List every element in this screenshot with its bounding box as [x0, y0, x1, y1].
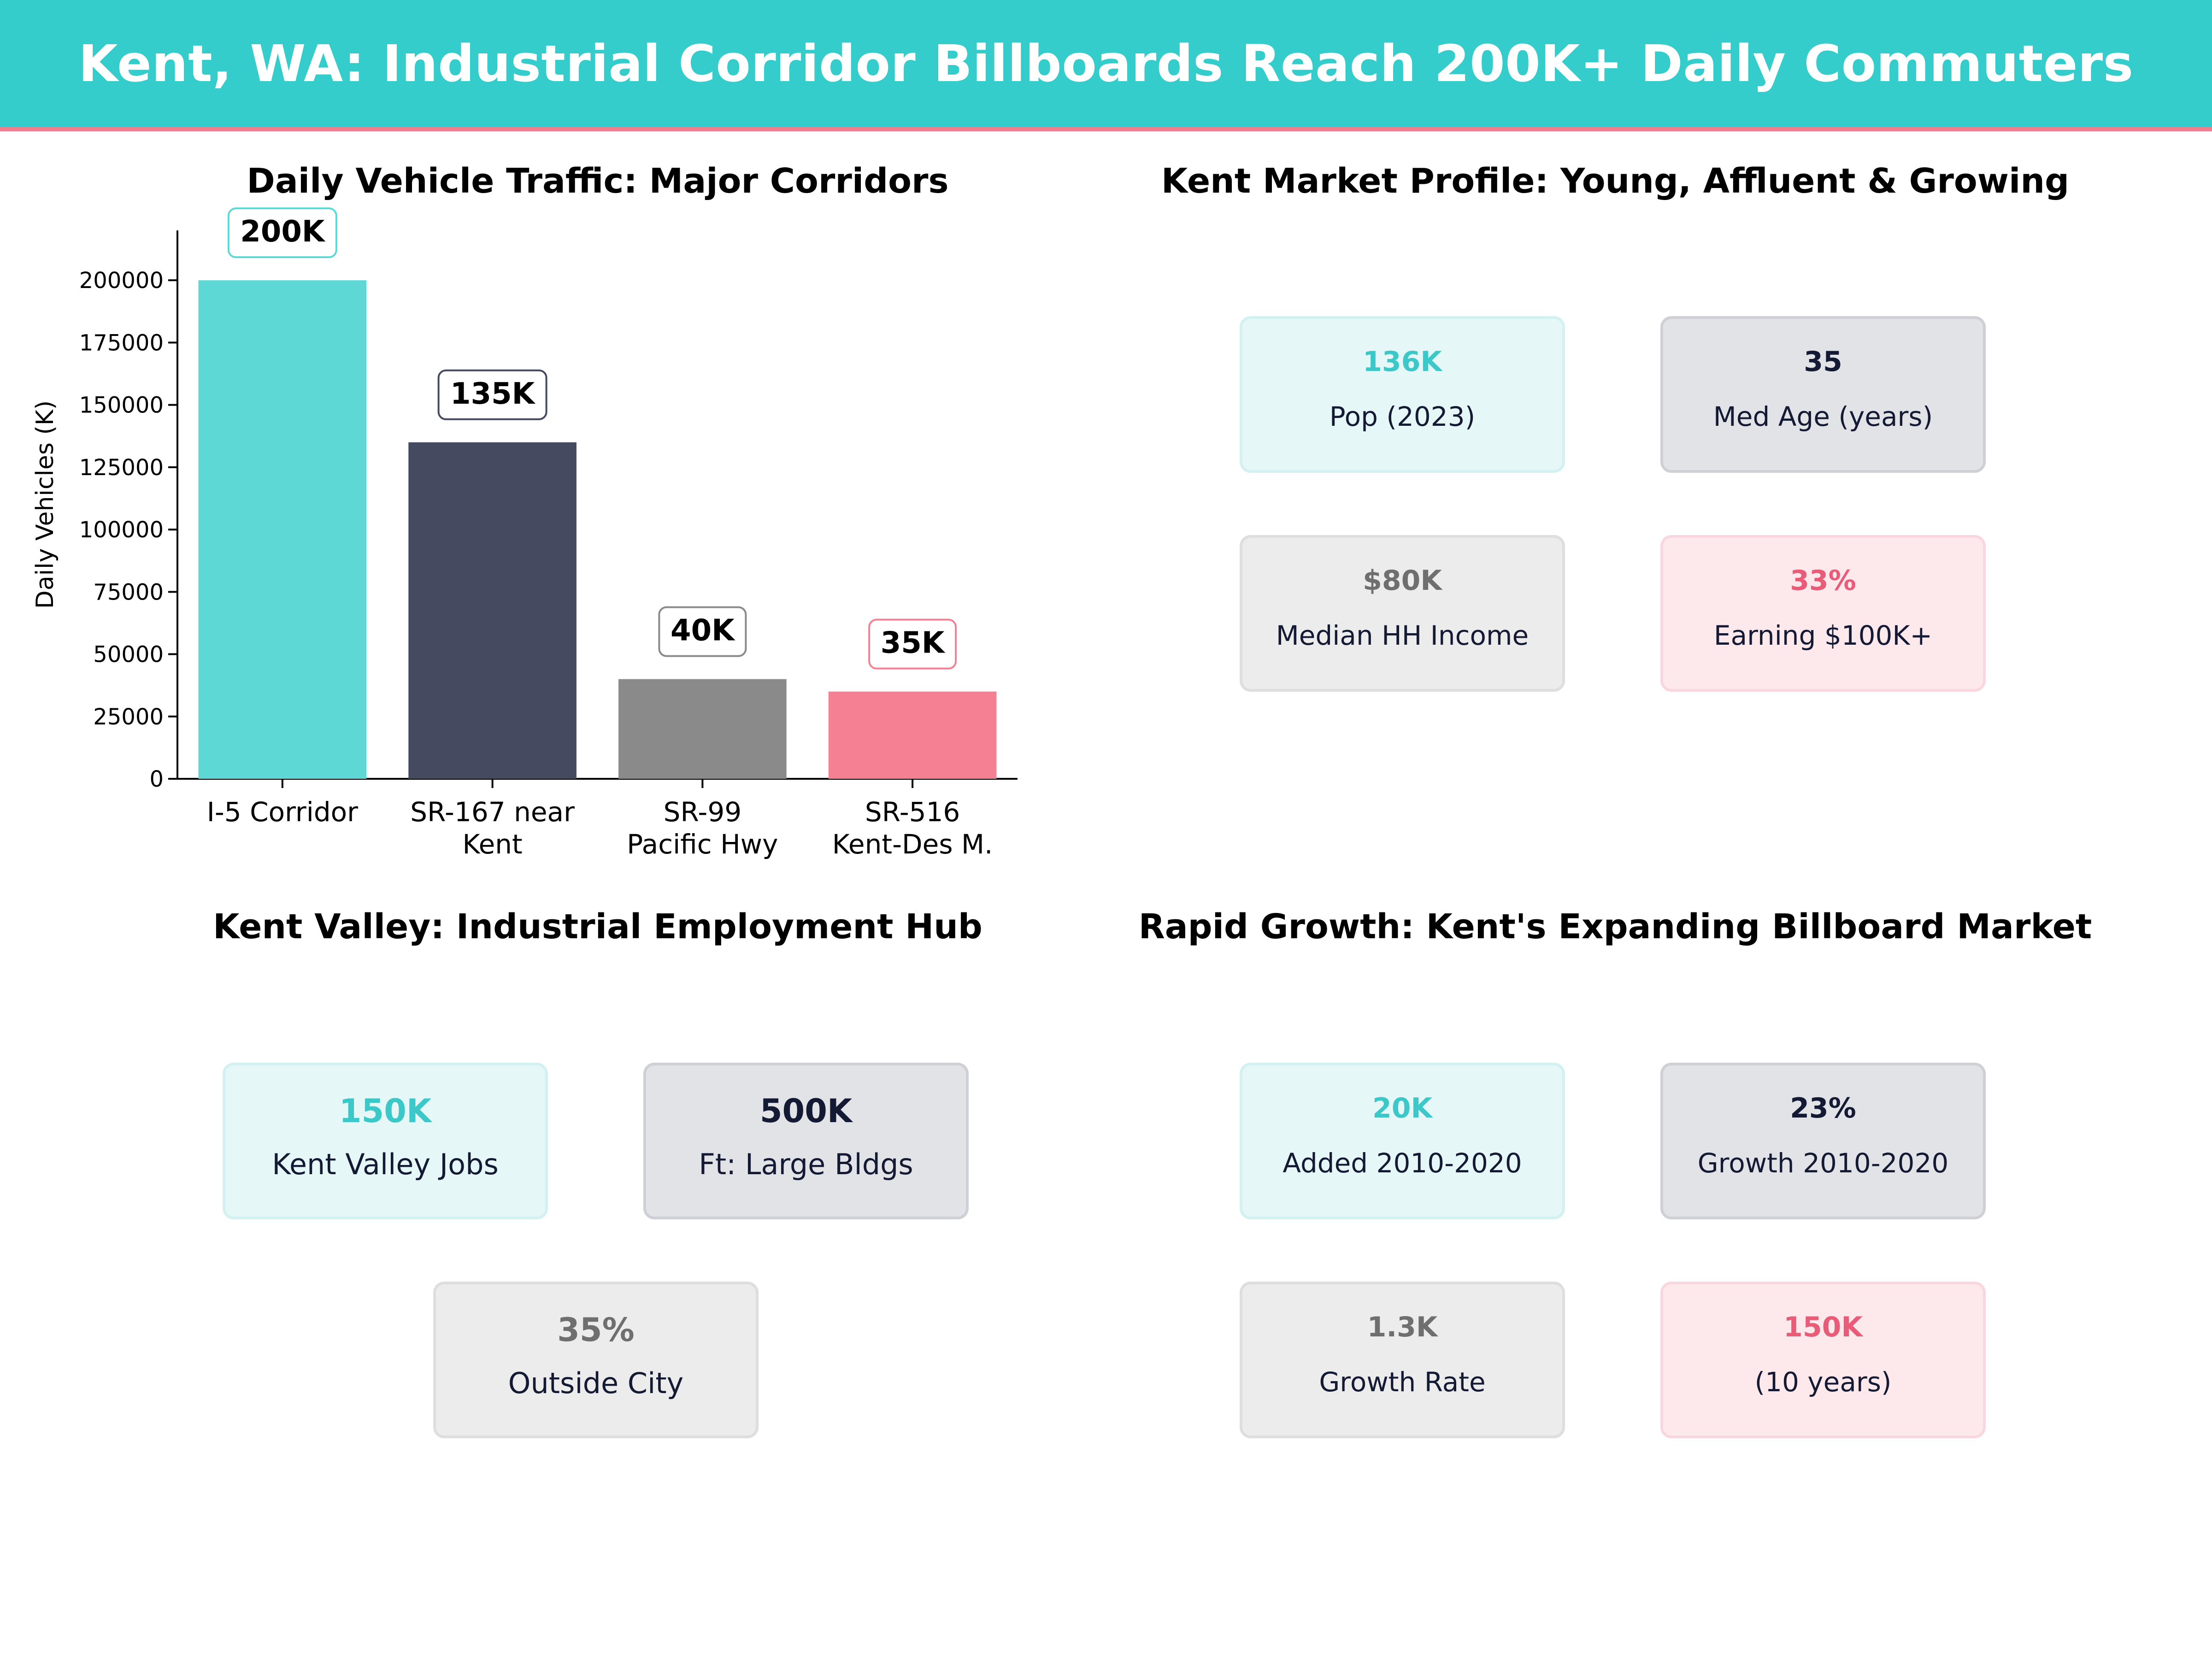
data-label: 200K: [240, 215, 326, 249]
x-tick-label: SR-167 near: [410, 796, 575, 828]
x-tick-label: SR-516: [865, 796, 960, 828]
data-label: 40K: [671, 614, 735, 648]
y-tick-label: 100000: [79, 517, 164, 543]
data-label: 35K: [881, 626, 946, 660]
bar-1: [408, 442, 577, 779]
stat-card-median-income: $80K Median HH Income: [1240, 535, 1565, 692]
stat-card-growth-rate: 1.3K Growth Rate: [1240, 1282, 1565, 1438]
stat-label: Kent Valley Jobs: [272, 1147, 499, 1181]
stat-value: 150K: [339, 1092, 432, 1130]
stat-card-growth-pct: 23% Growth 2010-2020: [1660, 1063, 1986, 1219]
stat-label: Med Age (years): [1713, 401, 1933, 432]
y-tick-label: 175000: [79, 330, 164, 356]
traffic-chart-title: Daily Vehicle Traffic: Major Corridors: [247, 161, 949, 201]
stat-label: Added 2010-2020: [1282, 1147, 1522, 1179]
stat-label: Median HH Income: [1276, 620, 1529, 651]
market-profile-title: Kent Market Profile: Young, Affluent & G…: [1161, 161, 2070, 201]
y-tick-label: 200000: [79, 268, 164, 294]
data-label-box: [437, 369, 547, 420]
stat-card-population: 136K Pop (2023): [1240, 316, 1565, 473]
data-label-box: [658, 606, 747, 657]
stat-card-valley-jobs: 150K Kent Valley Jobs: [223, 1063, 548, 1219]
x-tick-label: Kent: [462, 829, 522, 860]
stat-card-high-earners: 33% Earning $100K+: [1660, 535, 1986, 692]
x-tick-label: Pacific Hwy: [627, 829, 778, 860]
stat-value: 35: [1804, 346, 1842, 378]
stat-value: $80K: [1363, 565, 1442, 597]
stat-value: 23%: [1790, 1092, 1856, 1124]
stat-card-outside-city: 35% Outside City: [433, 1282, 759, 1438]
y-tick-label: 0: [149, 766, 164, 792]
stat-value: 1.3K: [1367, 1311, 1438, 1343]
growth-title: Rapid Growth: Kent's Expanding Billboard…: [1138, 907, 2092, 947]
data-label: 135K: [450, 377, 536, 411]
stat-label: Growth Rate: [1319, 1366, 1486, 1398]
y-tick-label: 25000: [93, 704, 164, 730]
bar-3: [828, 691, 997, 779]
stat-card-median-age: 35 Med Age (years): [1660, 316, 1986, 473]
traffic-bar-chart: 0 25000 50000 75000 100000 125000 150000 175000…: [31, 207, 1018, 860]
bar-2: [618, 679, 787, 779]
stat-value: 33%: [1790, 565, 1856, 597]
stat-label: (10 years): [1754, 1366, 1892, 1398]
stat-value: 500K: [759, 1092, 853, 1130]
stat-value: 35%: [557, 1311, 635, 1349]
y-tick-label: 125000: [79, 455, 164, 481]
x-tick-label: SR-99: [664, 796, 742, 828]
x-tick-label: Kent-Des M.: [832, 829, 993, 860]
bar-0: [198, 280, 367, 779]
page-title: Kent, WA: Industrial Corridor Billboards…: [78, 34, 2134, 93]
y-tick-label: 50000: [93, 642, 164, 668]
stat-card-added: 20K Added 2010-2020: [1240, 1063, 1565, 1219]
data-label-box: [868, 618, 957, 670]
stat-value: 150K: [1783, 1311, 1863, 1343]
stat-value: 136K: [1363, 346, 1442, 378]
stat-label: Earning $100K+: [1713, 620, 1933, 651]
x-tick-label: I-5 Corridor: [207, 796, 358, 828]
stat-label: Pop (2023): [1329, 401, 1476, 432]
stat-value: 20K: [1372, 1092, 1432, 1124]
data-label-box: [227, 207, 337, 259]
employment-title: Kent Valley: Industrial Employment Hub: [213, 907, 982, 947]
stat-label: Growth 2010-2020: [1697, 1147, 1949, 1179]
stat-card-large-bldgs: 500K Ft: Large Bldgs: [643, 1063, 969, 1219]
stat-label: Ft: Large Bldgs: [699, 1147, 913, 1181]
y-axis-label: Daily Vehicles (K): [31, 400, 59, 609]
y-tick-label: 75000: [93, 579, 164, 605]
stat-card-ten-years: 150K (10 years): [1660, 1282, 1986, 1438]
header-banner: Kent, WA: Industrial Corridor Billboards…: [0, 0, 2212, 131]
y-tick-label: 150000: [79, 393, 164, 418]
stat-label: Outside City: [508, 1366, 684, 1400]
